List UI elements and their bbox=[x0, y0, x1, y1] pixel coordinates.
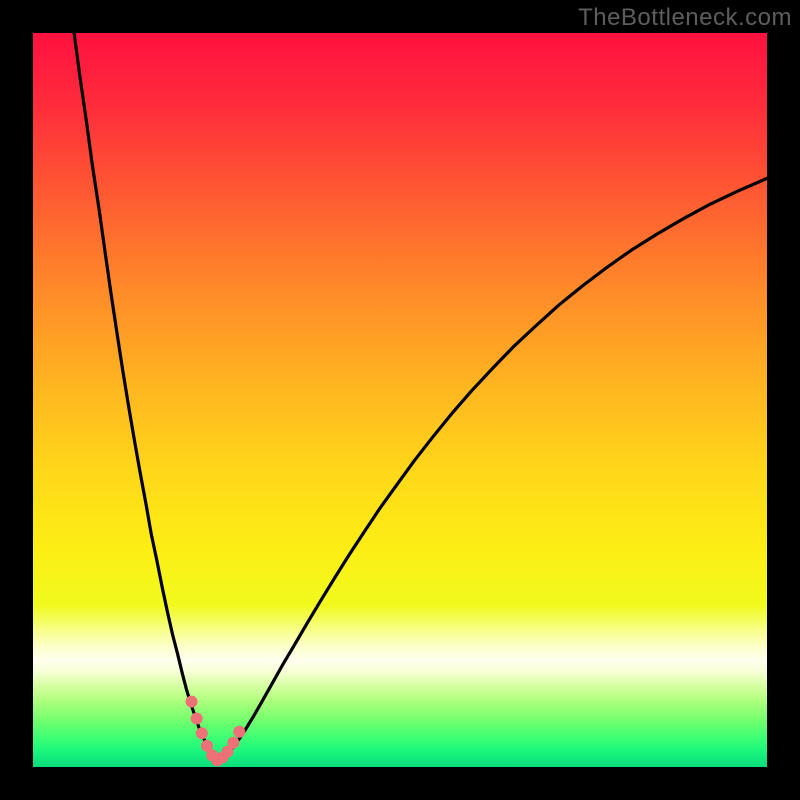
plot-background-gradient bbox=[33, 33, 767, 767]
marker-point bbox=[196, 727, 208, 739]
plot-area bbox=[33, 33, 767, 767]
watermark-text: TheBottleneck.com bbox=[578, 4, 792, 32]
marker-point bbox=[191, 713, 203, 725]
marker-point bbox=[233, 726, 245, 738]
marker-point bbox=[227, 737, 239, 749]
marker-point bbox=[186, 696, 198, 708]
chart-frame: TheBottleneck.com bbox=[0, 0, 800, 800]
